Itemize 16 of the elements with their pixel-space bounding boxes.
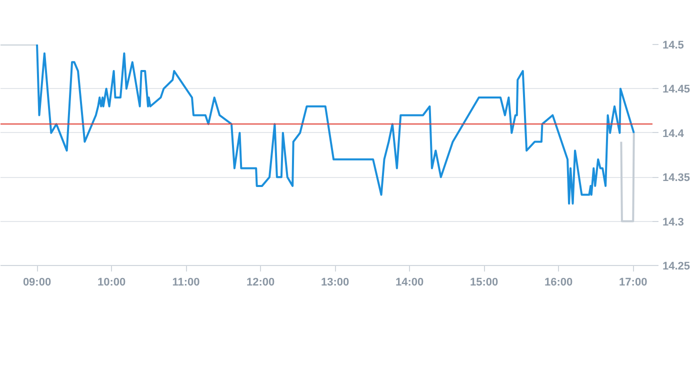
x-tick-label: 15:00 [470,276,498,288]
y-tick-label: 14.45 [662,84,690,96]
line-series [36,44,635,205]
x-tick-label: 10:00 [97,276,126,288]
x-tick-label: 09:00 [22,276,52,288]
x-tick-label: 16:00 [544,276,573,288]
y-tick-label: 14.4 [662,128,685,140]
x-tick-label: 12:00 [246,276,275,288]
y-tick-label: 14.5 [662,40,684,52]
x-tick-label: 17:00 [619,276,648,288]
x-tick-label: 14:00 [396,276,424,288]
y-tick-label: 14.35 [662,172,690,184]
y-tick-label: 14.25 [662,260,690,272]
x-tick-label: 13:00 [321,276,350,288]
y-tick-label: 14.3 [662,216,684,228]
x-tick-label: 11:00 [172,276,200,288]
